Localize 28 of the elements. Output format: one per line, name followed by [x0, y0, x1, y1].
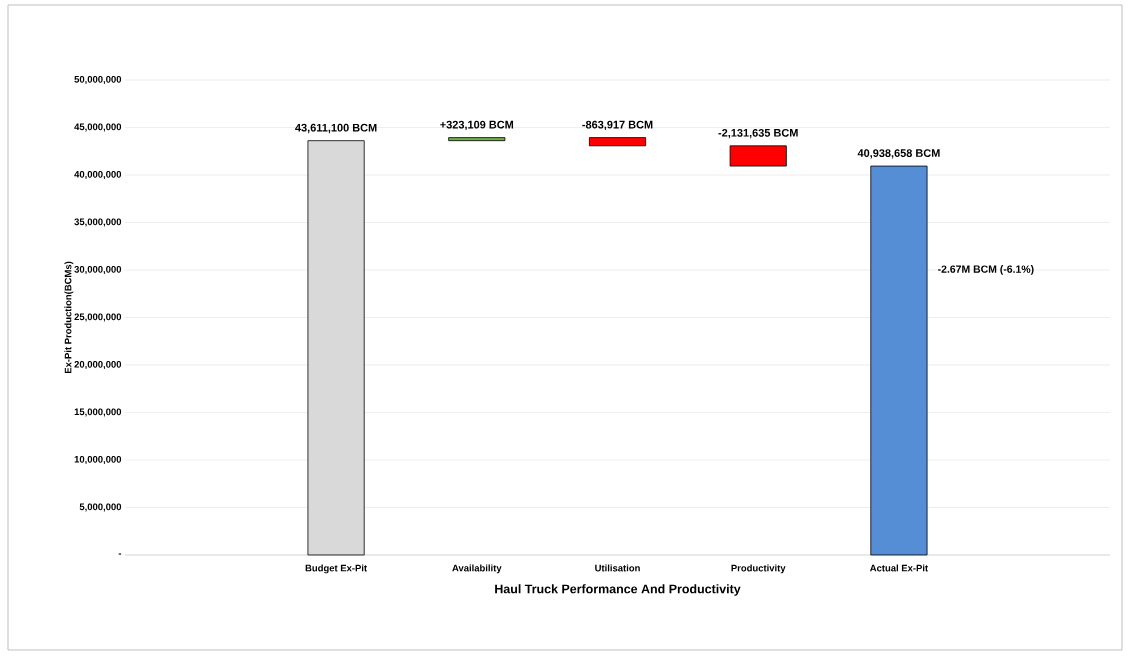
y-tick-label: 30,000,000 [74, 265, 122, 275]
y-tick-label: 40,000,000 [74, 170, 122, 180]
data-label: -863,917 BCM [582, 120, 653, 131]
y-tick-label: 10,000,000 [74, 455, 122, 465]
y-tick-label: 20,000,000 [74, 360, 122, 370]
bar [588, 137, 647, 147]
x-tick-label: Availability [452, 564, 502, 574]
bar [448, 137, 506, 142]
bar [729, 145, 787, 167]
x-tick-label: Utilisation [595, 564, 640, 572]
y-tick-label: 15,000,000 [74, 408, 122, 417]
x-tick-label: Budget Ex-Pit [305, 564, 367, 574]
data-label: 40,938,658 BCM [857, 149, 940, 159]
data-label: 43,611,100 BCM [295, 123, 377, 134]
x-axis-title: Haul Truck Performance And Productivity [495, 584, 741, 596]
data-label: -2,131,635 BCM [718, 128, 798, 139]
y-tick-label: 5,000,000 [79, 503, 122, 512]
x-tick-label: Productivity [731, 564, 786, 574]
y-axis-title: Ex-Pit Production(BCMs) [64, 261, 74, 374]
x-tick-label: Actual Ex-Pit [869, 564, 928, 572]
y-tick-label: 50,000,000 [74, 75, 122, 85]
bar [870, 165, 928, 556]
y-tick-label: - [118, 553, 122, 555]
data-label: +323,109 BCM [440, 120, 514, 131]
annotation: -2.67M BCM (-6.1%) [938, 265, 1034, 275]
y-tick-label: 25,000,000 [74, 313, 122, 322]
y-tick-label: 35,000,000 [74, 218, 122, 227]
y-tick-label: 45,000,000 [74, 123, 122, 132]
